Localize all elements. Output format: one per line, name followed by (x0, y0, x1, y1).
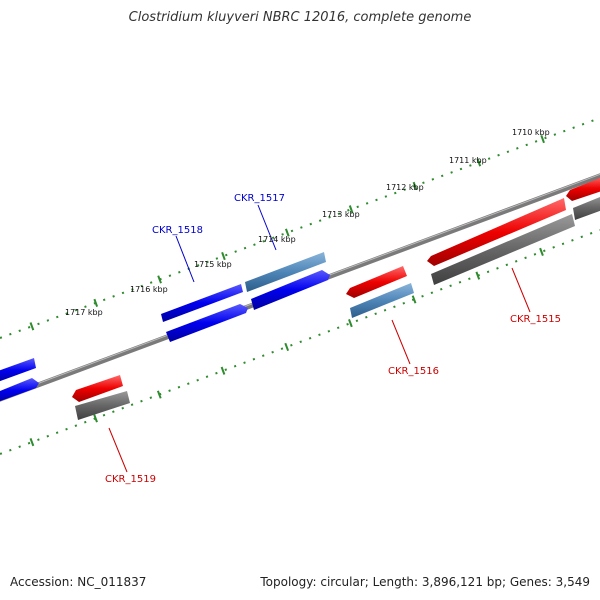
genome-summary-text: Topology: circular; Length: 3,896,121 bp… (260, 575, 590, 589)
accession-text: Accession: NC_011837 (10, 575, 147, 589)
lower-ruler-major-tick (348, 319, 353, 328)
upper-ruler-major-tick (221, 251, 226, 261)
gene-label-ckr-1518[interactable]: CKR_1518 (152, 225, 203, 236)
lower-ruler-major-tick (475, 271, 481, 280)
lower-ruler-major-tick (220, 366, 226, 375)
ruler-labels: 1710 kbp 1711 kbp 1712 kbp 1713 kbp 1714… (65, 128, 550, 317)
leader-ckr-1517 (257, 204, 277, 251)
gene-label-ckr-1515[interactable]: CKR_1515 (510, 314, 561, 325)
gene-feature-offscreen-right[interactable] (566, 176, 600, 201)
major-ticks (29, 134, 545, 447)
ruler-label-1716: 1716 kbp (130, 285, 168, 294)
lower-ruler-major-tick (156, 390, 162, 399)
cds-feature-offscreen-right[interactable] (573, 195, 600, 220)
cds-feature-ckr-1519[interactable] (75, 391, 130, 420)
map-title: Clostridium kluyveri NBRC 12016, complet… (128, 10, 472, 25)
lower-ruler-major-tick (93, 414, 98, 423)
leader-ckr-1515 (511, 267, 531, 313)
upper-ruler-major-tick (157, 275, 162, 284)
lower-ruler-major-tick (411, 295, 417, 304)
gene-feature-ckr-1518[interactable] (161, 284, 243, 322)
gene-label-ckr-1516[interactable]: CKR_1516 (388, 366, 439, 377)
gene-feature-offscreen-left-1[interactable] (0, 358, 36, 383)
lower-ruler-major-tick (29, 438, 35, 447)
cds-feature-ckr-1518[interactable] (166, 304, 248, 342)
gene-feature-ckr-1516[interactable] (346, 266, 407, 298)
ruler-label-1715: 1715 kbp (194, 260, 232, 269)
reverse-strand-features (72, 176, 600, 420)
ruler-label-1717: 1717 kbp (65, 308, 103, 317)
ruler-label-1714: 1714 kbp (258, 235, 296, 244)
lower-ruler-major-tick (539, 247, 544, 256)
cds-feature-ckr-1517[interactable] (251, 270, 330, 310)
gene-feature-ckr-1517[interactable] (245, 252, 326, 292)
upper-ruler-major-tick (93, 298, 99, 307)
leader-ckr-1518 (175, 235, 195, 283)
cds-feature-ckr-1516[interactable] (350, 283, 414, 318)
gene-label-leaders (108, 204, 531, 473)
upper-ruler-major-tick (284, 228, 290, 237)
cds-feature-ckr-1515[interactable] (431, 214, 575, 285)
forward-strand-features (0, 252, 330, 403)
gene-labels: CKR_1517 CKR_1518 CKR_1515 CKR_1516 CKR_… (105, 193, 561, 485)
upper-ruler-major-tick (412, 181, 418, 190)
lower-ruler-major-tick (284, 342, 290, 352)
upper-ruler-major-tick (29, 322, 35, 331)
upper-ruler-major-tick (540, 134, 545, 144)
ruler-label-1710: 1710 kbp (512, 128, 550, 137)
lower-ruler-track (0, 229, 600, 455)
cds-feature-offscreen-left-2[interactable] (0, 378, 39, 403)
ruler-label-1712: 1712 kbp (386, 183, 424, 192)
ruler-label-1713: 1713 kbp (322, 210, 360, 219)
leader-ckr-1516 (391, 319, 411, 365)
gene-label-ckr-1519[interactable]: CKR_1519 (105, 474, 156, 485)
upper-ruler-major-tick (348, 205, 354, 214)
upper-ruler-major-tick (476, 158, 482, 167)
leader-ckr-1519 (108, 427, 128, 473)
ruler-label-1711: 1711 kbp (449, 156, 487, 165)
gene-feature-ckr-1515[interactable] (427, 198, 566, 266)
gene-feature-ckr-1519[interactable] (72, 375, 123, 402)
gene-label-ckr-1517[interactable]: CKR_1517 (234, 193, 285, 204)
